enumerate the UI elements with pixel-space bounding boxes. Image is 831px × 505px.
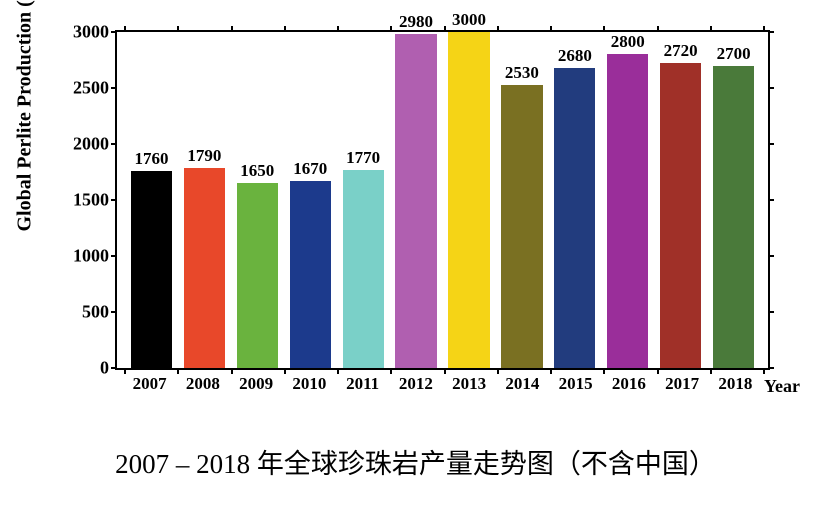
bar-value-label: 2980: [399, 12, 433, 32]
bar-group: 2980: [390, 32, 443, 368]
x-tick-label: 2014: [496, 374, 549, 394]
bar-group: 1650: [231, 32, 284, 368]
x-tick-mark-top: [337, 26, 339, 32]
bar: 2980: [395, 34, 436, 368]
y-tick-mark-right: [768, 87, 774, 89]
bar-group: 2720: [654, 32, 707, 368]
bar-value-label: 2700: [717, 44, 751, 64]
bar-value-label: 1790: [187, 146, 221, 166]
y-tick-mark-right: [768, 31, 774, 33]
x-tick-label: 2012: [389, 374, 442, 394]
y-tick-mark-right: [768, 367, 774, 369]
bar: 2800: [607, 54, 648, 368]
bar-value-label: 1770: [346, 148, 380, 168]
x-axis-label: Year: [764, 376, 800, 397]
bar-group: 2530: [495, 32, 548, 368]
x-tick-label: 2018: [709, 374, 762, 394]
x-tick-label: 2016: [602, 374, 655, 394]
x-tick-mark-top: [124, 26, 126, 32]
y-tick-mark: [111, 255, 117, 257]
bar: 2530: [501, 85, 542, 368]
x-tick-label: 2015: [549, 374, 602, 394]
bar-group: 1770: [337, 32, 390, 368]
bar-value-label: 3000: [452, 10, 486, 30]
y-tick-mark: [111, 87, 117, 89]
x-labels: 2007200820092010201120122013201420152016…: [115, 374, 770, 394]
x-tick-label: 2007: [123, 374, 176, 394]
y-tick-mark-right: [768, 311, 774, 313]
bar: 1770: [343, 170, 384, 368]
x-tick-mark-top: [177, 26, 179, 32]
x-tick-label: 2008: [176, 374, 229, 394]
x-tick-label: 2010: [283, 374, 336, 394]
y-tick-mark-right: [768, 255, 774, 257]
y-tick-mark: [111, 367, 117, 369]
x-tick-mark-top: [603, 26, 605, 32]
x-tick-label: 2011: [336, 374, 389, 394]
y-tick-mark: [111, 311, 117, 313]
bar-group: 2800: [601, 32, 654, 368]
y-tick-mark-right: [768, 199, 774, 201]
chart-caption: 2007 – 2018 年全球珍珠岩产量走势图（不含中国）: [0, 442, 831, 481]
bar-value-label: 1760: [134, 149, 168, 169]
x-tick-mark-top: [657, 26, 659, 32]
x-tick-label: 2013: [443, 374, 496, 394]
x-tick-mark-top: [390, 26, 392, 32]
y-tick-mark: [111, 199, 117, 201]
bar-value-label: 2800: [611, 32, 645, 52]
bar-group: 1760: [125, 32, 178, 368]
bar-value-label: 1650: [240, 161, 274, 181]
bar: 2700: [713, 66, 754, 368]
bar: 3000: [448, 32, 489, 368]
bar-group: 3000: [443, 32, 496, 368]
x-tick-label: 2009: [230, 374, 283, 394]
y-tick-mark: [111, 143, 117, 145]
x-tick-mark-top: [710, 26, 712, 32]
bar: 1760: [131, 171, 172, 368]
bar-value-label: 2720: [664, 41, 698, 61]
y-axis-label: Global Perlite Production (Kiloton): [14, 0, 37, 232]
bar-group: 1790: [178, 32, 231, 368]
y-tick-mark-right: [768, 143, 774, 145]
x-tick-mark-top: [444, 26, 446, 32]
bar-value-label: 1670: [293, 159, 327, 179]
bar: 2720: [660, 63, 701, 368]
x-tick-label: 2017: [656, 374, 709, 394]
bar: 1670: [290, 181, 331, 368]
bar-group: 1670: [284, 32, 337, 368]
x-tick-mark-top: [497, 26, 499, 32]
x-tick-mark-top: [284, 26, 286, 32]
bar-value-label: 2530: [505, 63, 539, 83]
y-tick-mark: [111, 31, 117, 33]
bars-region: 1760 1790 1650 1670 1770 2980 3000 2530 2680 2800…: [117, 32, 768, 368]
x-tick-mark-top: [231, 26, 233, 32]
bar: 1650: [237, 183, 278, 368]
plot-area: 1760 1790 1650 1670 1770 2980 3000 2530 2680 2800…: [115, 30, 770, 370]
chart-container: Global Perlite Production (Kiloton) 1760…: [40, 20, 800, 420]
bar: 2680: [554, 68, 595, 368]
bar-value-label: 2680: [558, 46, 592, 66]
x-tick-mark-top: [550, 26, 552, 32]
bar: 1790: [184, 168, 225, 368]
bar-group: 2700: [707, 32, 760, 368]
x-tick-mark-top: [763, 26, 765, 32]
bar-group: 2680: [548, 32, 601, 368]
